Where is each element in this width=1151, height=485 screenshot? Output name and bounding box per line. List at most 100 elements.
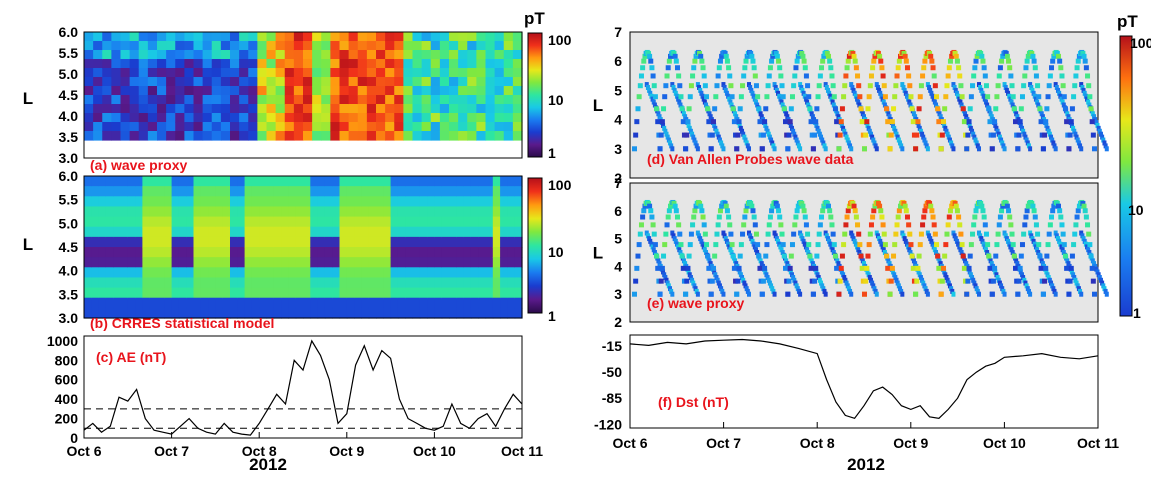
scatter-point [879,241,884,247]
heatmap-cell [427,297,435,309]
heatmap-cell [478,267,487,279]
scatter-point [694,288,699,294]
scatter-point [1008,244,1013,250]
scatter-point [849,230,854,236]
heatmap-cell [512,113,523,123]
panel-f-xtick: Oct 7 [706,435,741,451]
heatmap-cell [135,267,143,279]
heatmap-cell [303,297,311,309]
heatmap-cell [321,95,331,105]
heatmap-cell [157,176,165,187]
scatter-point [997,214,1003,220]
scatter-point [1047,73,1053,79]
scatter-point [728,83,734,89]
scatter-point [895,214,901,220]
heatmap-cell [149,196,158,208]
heatmap-cell [421,113,432,123]
scatter-point [704,94,710,100]
heatmap-cell [397,216,406,228]
heatmap-cell [230,77,240,87]
heatmap-cell [208,196,216,208]
scatter-point [1004,203,1010,209]
scatter-point [852,58,858,64]
heatmap-cell [463,226,472,238]
heatmap-cell [376,206,384,218]
heatmap-cell [157,287,165,299]
scatter-point [642,203,648,209]
heatmap-cell [157,307,165,319]
heatmap-cell [339,287,348,299]
scatter-point [752,244,757,250]
heatmap-cell [266,41,277,51]
heatmap-cell [485,297,494,309]
scatter-point [946,134,951,140]
heatmap-cell [439,113,450,123]
heatmap-cell [456,267,465,279]
scatter-point [774,236,779,242]
heatmap-cell [312,131,322,141]
heatmap-cell [200,196,209,208]
scatter-point [723,203,729,209]
scatter-point [665,280,670,286]
heatmap-cell [376,86,386,96]
scatter-point [970,128,975,134]
heatmap-cell [324,206,333,218]
heatmap-cell [430,59,441,69]
scatter-point [957,222,963,228]
heatmap-cell [147,131,158,141]
heatmap-cell [288,287,297,299]
scatter-point [891,253,897,259]
heatmap-cell [339,267,348,279]
heatmap-cell [259,247,268,258]
heatmap-cell [485,176,494,187]
heatmap-cell [138,122,149,132]
heatmap-cell [281,307,289,319]
scatter-point [647,203,653,209]
heatmap-cell [463,277,472,289]
scatter-point [1024,137,1029,143]
heatmap-cell [514,206,523,218]
heatmap-cell [193,277,202,289]
heatmap-cell [507,216,516,228]
scatter-point [880,96,885,102]
heatmap-cell [237,247,246,258]
scatter-point [686,122,691,128]
scatter-point [680,119,686,125]
heatmap-cell [138,59,149,69]
heatmap-cell [339,186,348,197]
heatmap-cell [321,68,331,78]
scatter-point [698,203,704,209]
heatmap-cell [476,68,487,78]
heatmap-cell [200,206,209,218]
heatmap-cell [266,186,275,197]
heatmap-cell [476,113,487,123]
heatmap-cell [485,122,496,132]
heatmap-cell [257,86,268,96]
heatmap-cell [211,41,222,51]
scatter-point [664,131,669,137]
left-year-label: 2012 [249,455,287,474]
scatter-point [1038,265,1044,271]
heatmap-cell [467,50,477,60]
scatter-point [684,132,690,138]
scatter-point [879,65,885,71]
scatter-point [1004,87,1009,93]
scatter-point [651,83,657,89]
heatmap-cell [266,267,275,279]
heatmap-cell [310,206,319,218]
scatter-point [907,99,912,105]
heatmap-cell [405,186,414,197]
heatmap-cell [239,122,249,132]
heatmap-cell [357,41,368,51]
scatter-point [946,65,952,71]
scatter-point [1080,233,1085,239]
scatter-point [970,231,976,237]
panel-a-ytick: 4.5 [59,87,79,103]
heatmap-cell [193,32,204,42]
scatter-point [650,222,656,228]
scatter-point [795,286,800,292]
heatmap-cell [184,50,195,60]
scatter-point [965,132,971,138]
scatter-point [945,73,951,79]
scatter-point [1043,265,1049,271]
